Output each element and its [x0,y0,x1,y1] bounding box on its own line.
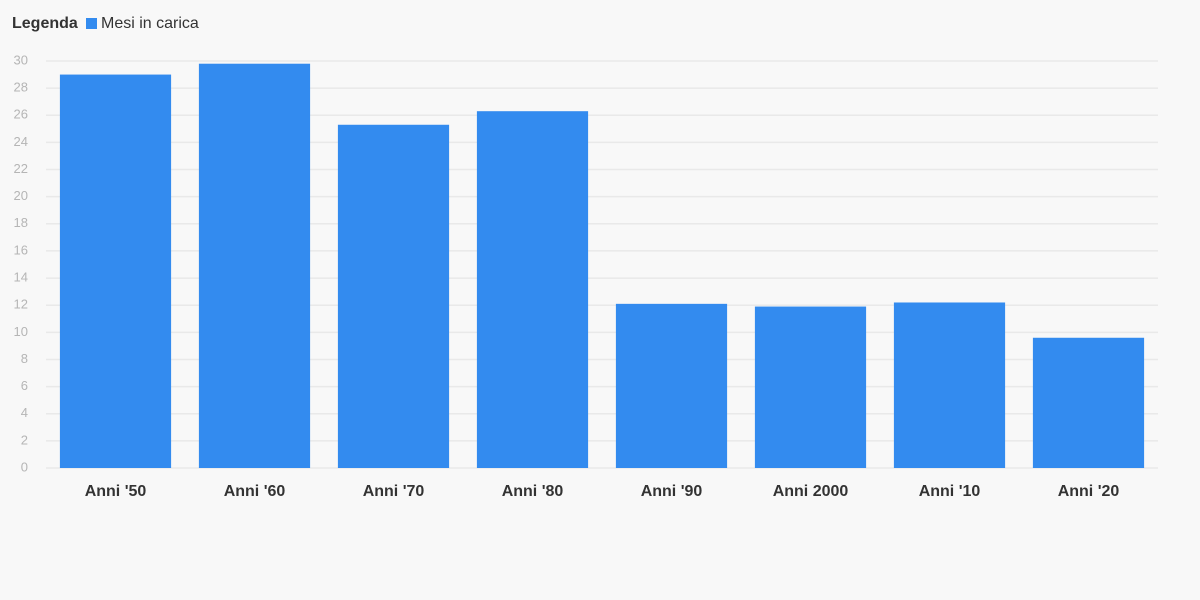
y-tick-label: 24 [14,134,28,149]
y-tick-label: 12 [14,297,28,312]
y-tick-label: 10 [14,324,28,339]
y-tick-label: 22 [14,161,28,176]
y-tick-label: 6 [21,378,28,393]
x-tick-label: Anni '80 [502,483,564,500]
y-tick-label: 16 [14,242,28,257]
x-tick-label: Anni '70 [363,483,425,500]
legend-swatch [86,18,97,29]
bar [337,124,450,468]
bar [59,74,172,469]
x-tick-label: Anni '20 [1058,483,1120,500]
x-tick-label: Anni '10 [919,483,981,500]
bar [198,63,311,469]
legend-title: Legenda [12,15,78,32]
y-tick-label: 20 [14,188,28,203]
x-tick-label: Anni '50 [85,483,147,500]
bar [1032,337,1145,468]
bar [754,306,867,468]
y-tick-label: 18 [14,215,28,230]
bar [476,111,589,469]
bar [615,303,728,468]
legend-label: Mesi in carica [101,15,199,32]
y-tick-label: 8 [21,351,28,366]
y-tick-label: 4 [21,405,28,420]
bar [893,302,1006,468]
y-tick-label: 26 [14,107,28,122]
x-tick-label: Anni 2000 [773,483,849,500]
y-tick-label: 14 [14,270,28,285]
x-tick-label: Anni '90 [641,483,703,500]
x-tick-label: Anni '60 [224,483,286,500]
y-tick-label: 2 [21,432,28,447]
y-tick-label: 0 [21,459,28,474]
y-tick-label: 28 [14,80,28,95]
y-tick-label: 30 [14,52,28,67]
